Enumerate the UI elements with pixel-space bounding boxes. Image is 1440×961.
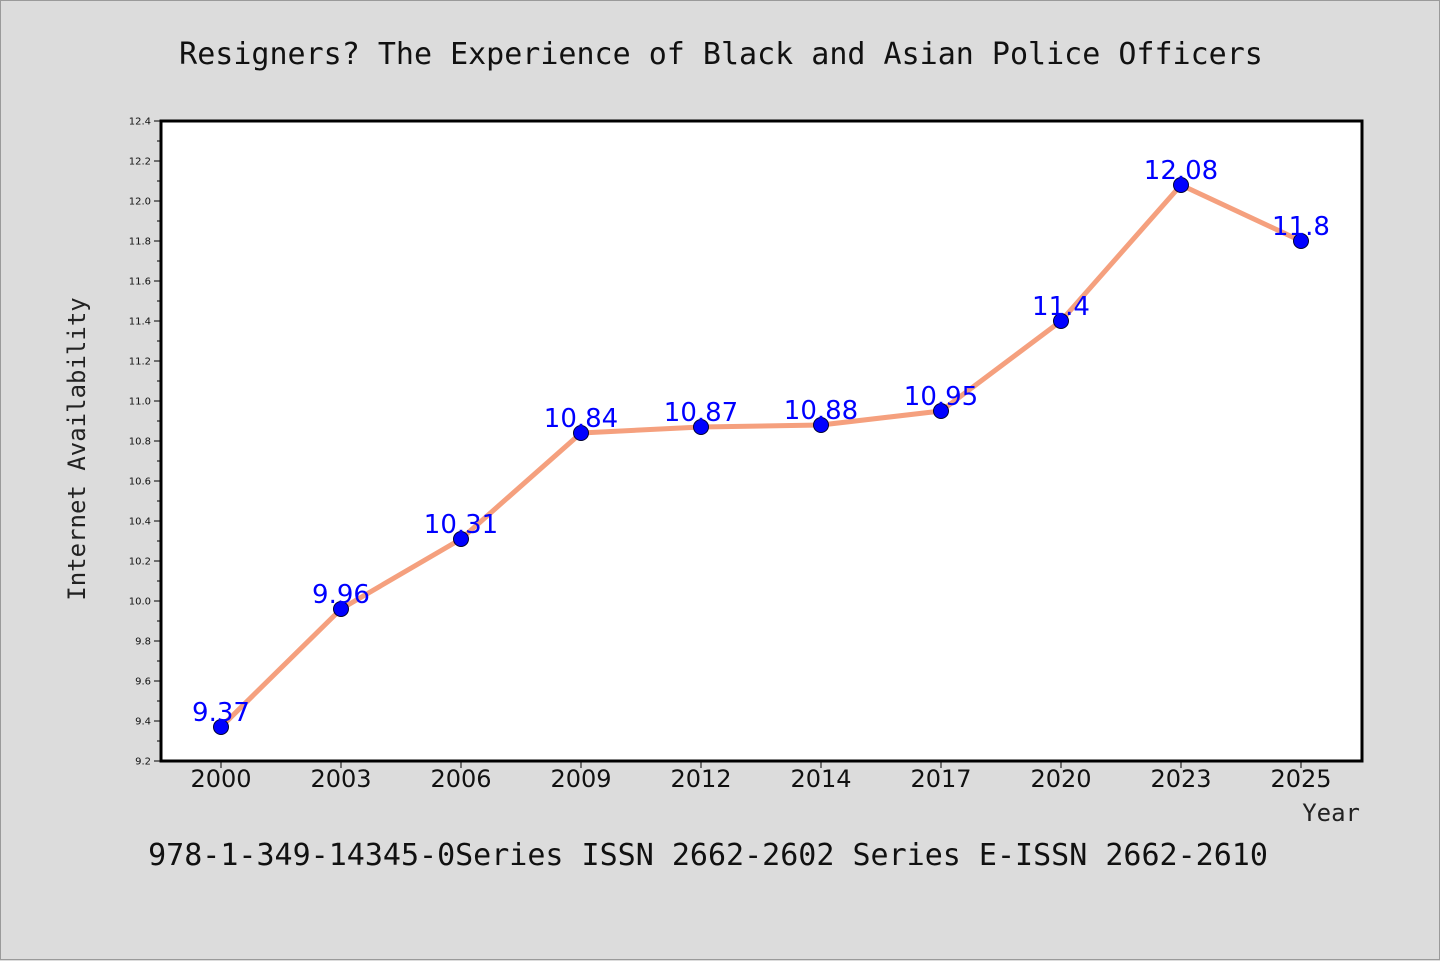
data-point-marker [573, 425, 589, 441]
y-axis-ticks: 9.2 9.4 9.6 9.8 10.0 10.2 10.4 10.6 10.8 11.0 11.2… [129, 117, 161, 768]
y-tick-label: 9.8 [135, 637, 151, 648]
x-tick-label: 2025 [1270, 765, 1331, 793]
y-tick-label: 9.4 [135, 717, 151, 728]
data-point-marker [933, 403, 949, 419]
data-label: 9.96 [312, 580, 370, 610]
y-tick-label: 12.0 [129, 197, 151, 208]
x-tick-label: 2020 [1030, 765, 1091, 793]
y-tick-label: 10.2 [129, 557, 151, 568]
y-tick-label: 11.2 [129, 357, 151, 368]
data-point-marker [1173, 177, 1189, 193]
data-label: 12.08 [1144, 156, 1218, 186]
data-labels: 9.37 9.96 10.31 10.84 10.87 10.88 10.95 11.4 12.… [192, 156, 1330, 728]
data-label: 10.88 [784, 396, 858, 426]
data-point-marker [333, 601, 349, 617]
x-tick-label: 2012 [670, 765, 731, 793]
y-tick-label: 10.4 [129, 517, 151, 528]
y-tick-label: 11.6 [129, 277, 151, 288]
y-tick-label: 11.4 [129, 317, 151, 328]
data-label: 10.31 [424, 510, 498, 540]
y-tick-label: 11.0 [129, 397, 151, 408]
x-tick-label: 2000 [190, 765, 251, 793]
data-point-marker [1293, 233, 1309, 249]
x-tick-label: 2023 [1150, 765, 1211, 793]
data-point-marker [213, 719, 229, 735]
chart-title: Resigners? The Experience of Black and A… [179, 37, 1263, 72]
footer-isbn-text: 978-1-349-14345-0Series ISSN 2662-2602 S… [148, 838, 1268, 873]
x-axis-label: Year [1302, 799, 1360, 827]
x-tick-label: 2014 [790, 765, 851, 793]
y-tick-label: 10.8 [129, 437, 151, 448]
y-tick-label: 10.6 [129, 477, 151, 488]
y-tick-label: 12.4 [129, 117, 151, 128]
y-tick-label: 10.0 [129, 597, 151, 608]
y-axis-label: Internet Availability [63, 297, 91, 600]
x-tick-label: 2003 [310, 765, 371, 793]
x-tick-label: 2009 [550, 765, 611, 793]
x-tick-label: 2006 [430, 765, 491, 793]
data-label: 10.95 [904, 382, 978, 412]
data-point-marker [693, 419, 709, 435]
data-label: 11.4 [1032, 292, 1090, 322]
series-line [218, 182, 1304, 730]
y-tick-label: 9.2 [135, 757, 151, 768]
plot-area [161, 121, 1362, 761]
data-label: 10.84 [544, 404, 618, 434]
data-label: 11.8 [1272, 212, 1330, 242]
y-tick-label: 12.2 [129, 157, 151, 168]
data-point-marker [453, 531, 469, 547]
data-point-marker [1053, 313, 1069, 329]
x-tick-label: 2017 [910, 765, 971, 793]
data-label: 9.37 [192, 698, 250, 728]
series-markers [213, 177, 1309, 735]
plot-border [159, 119, 1364, 763]
y-tick-label: 9.6 [135, 677, 151, 688]
data-point-marker [813, 417, 829, 433]
data-label: 10.87 [664, 398, 738, 428]
x-axis-ticks: 2000 2003 2006 2009 2012 2014 2017 2020 2023 2025 [190, 761, 1332, 793]
y-tick-label: 11.8 [129, 237, 151, 248]
